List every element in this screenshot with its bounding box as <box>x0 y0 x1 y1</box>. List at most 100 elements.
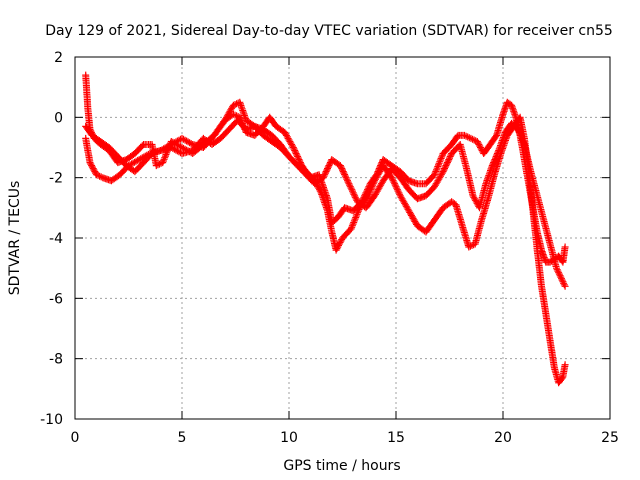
data-point <box>223 112 231 120</box>
data-point <box>437 171 445 179</box>
data-point <box>282 131 290 139</box>
data-point <box>170 145 178 153</box>
data-point <box>352 195 360 203</box>
data-point <box>322 168 330 176</box>
data-point <box>222 115 230 123</box>
data-point <box>156 160 163 168</box>
data-point <box>401 199 409 207</box>
data-point <box>461 131 468 139</box>
data-point <box>441 165 448 173</box>
data-point <box>347 184 355 192</box>
data-point <box>470 136 478 144</box>
data-point <box>350 219 358 226</box>
x-tick-label: 0 <box>71 430 80 446</box>
data-point <box>286 138 294 145</box>
axis-ticks: 0 5 10 15 20 25 -10 -8 -6 -4 -2 0 2 <box>40 50 619 446</box>
data-point <box>409 214 417 222</box>
data-point <box>555 270 563 278</box>
data-point <box>553 266 561 274</box>
data-point <box>320 172 328 180</box>
data-point <box>377 181 385 189</box>
data-point <box>342 174 350 182</box>
data-point <box>316 187 324 195</box>
data-point <box>348 186 356 194</box>
data-point <box>221 116 229 124</box>
data-point <box>462 132 470 140</box>
data-point <box>373 187 381 195</box>
data-point <box>560 281 568 289</box>
data-point <box>97 173 105 181</box>
data-point <box>393 184 401 192</box>
data-point <box>376 168 384 176</box>
data-point <box>403 204 411 212</box>
data-point <box>316 186 323 194</box>
data-point <box>477 145 485 153</box>
data-point <box>349 187 356 195</box>
data-point <box>88 162 96 170</box>
series-track-3 <box>82 116 569 290</box>
series-track-2 <box>82 98 569 387</box>
data-point <box>464 133 472 141</box>
data-point <box>394 187 402 195</box>
data-point <box>285 136 293 144</box>
data-point <box>315 184 323 192</box>
data-point <box>348 223 356 231</box>
data-point <box>408 213 416 221</box>
data-point <box>180 135 187 143</box>
data-point <box>324 165 331 173</box>
data-point <box>184 138 192 146</box>
data-point <box>225 109 233 117</box>
data-point <box>349 220 357 228</box>
data-point <box>162 151 170 158</box>
y-tick-label: 2 <box>54 50 63 66</box>
data-point <box>186 139 194 147</box>
data-point <box>490 157 498 165</box>
data-point <box>283 133 291 141</box>
data-point <box>92 171 100 179</box>
data-point <box>334 243 342 251</box>
data-point <box>325 162 333 170</box>
data-point <box>472 198 480 206</box>
data-point <box>169 144 177 152</box>
data-point <box>341 172 349 180</box>
data-marks <box>82 71 569 387</box>
data-point <box>389 177 397 185</box>
data-point <box>172 138 180 146</box>
data-point <box>336 162 344 170</box>
data-point <box>336 239 344 246</box>
x-tick-label: 20 <box>494 430 512 446</box>
data-point <box>406 208 414 216</box>
data-point <box>288 142 296 150</box>
data-point <box>294 154 302 162</box>
data-point <box>411 217 419 225</box>
chart-title: Day 129 of 2021, Sidereal Day-to-day VTE… <box>45 23 613 39</box>
data-point <box>489 160 497 168</box>
data-point <box>372 190 379 198</box>
y-tick-label: -6 <box>49 291 63 307</box>
data-point <box>372 189 380 197</box>
data-point <box>224 110 232 118</box>
data-point <box>332 246 340 254</box>
data-point <box>167 144 175 151</box>
data-point <box>465 243 473 251</box>
data-point <box>181 136 189 144</box>
y-tick-label: -10 <box>40 412 63 428</box>
data-point <box>392 183 400 191</box>
data-point <box>368 183 376 191</box>
data-point <box>442 162 450 170</box>
data-point <box>433 178 441 186</box>
data-point <box>335 242 342 249</box>
data-point <box>558 276 566 284</box>
data-point <box>173 137 181 145</box>
data-point <box>515 127 523 135</box>
data-point <box>345 180 353 188</box>
data-point <box>373 172 381 180</box>
data-point <box>520 139 528 147</box>
data-point <box>292 150 300 157</box>
data-point <box>159 159 167 167</box>
x-tick-label: 10 <box>280 430 298 446</box>
data-point <box>96 172 104 180</box>
data-point <box>410 216 418 224</box>
data-point <box>341 171 349 179</box>
data-point <box>446 154 453 162</box>
